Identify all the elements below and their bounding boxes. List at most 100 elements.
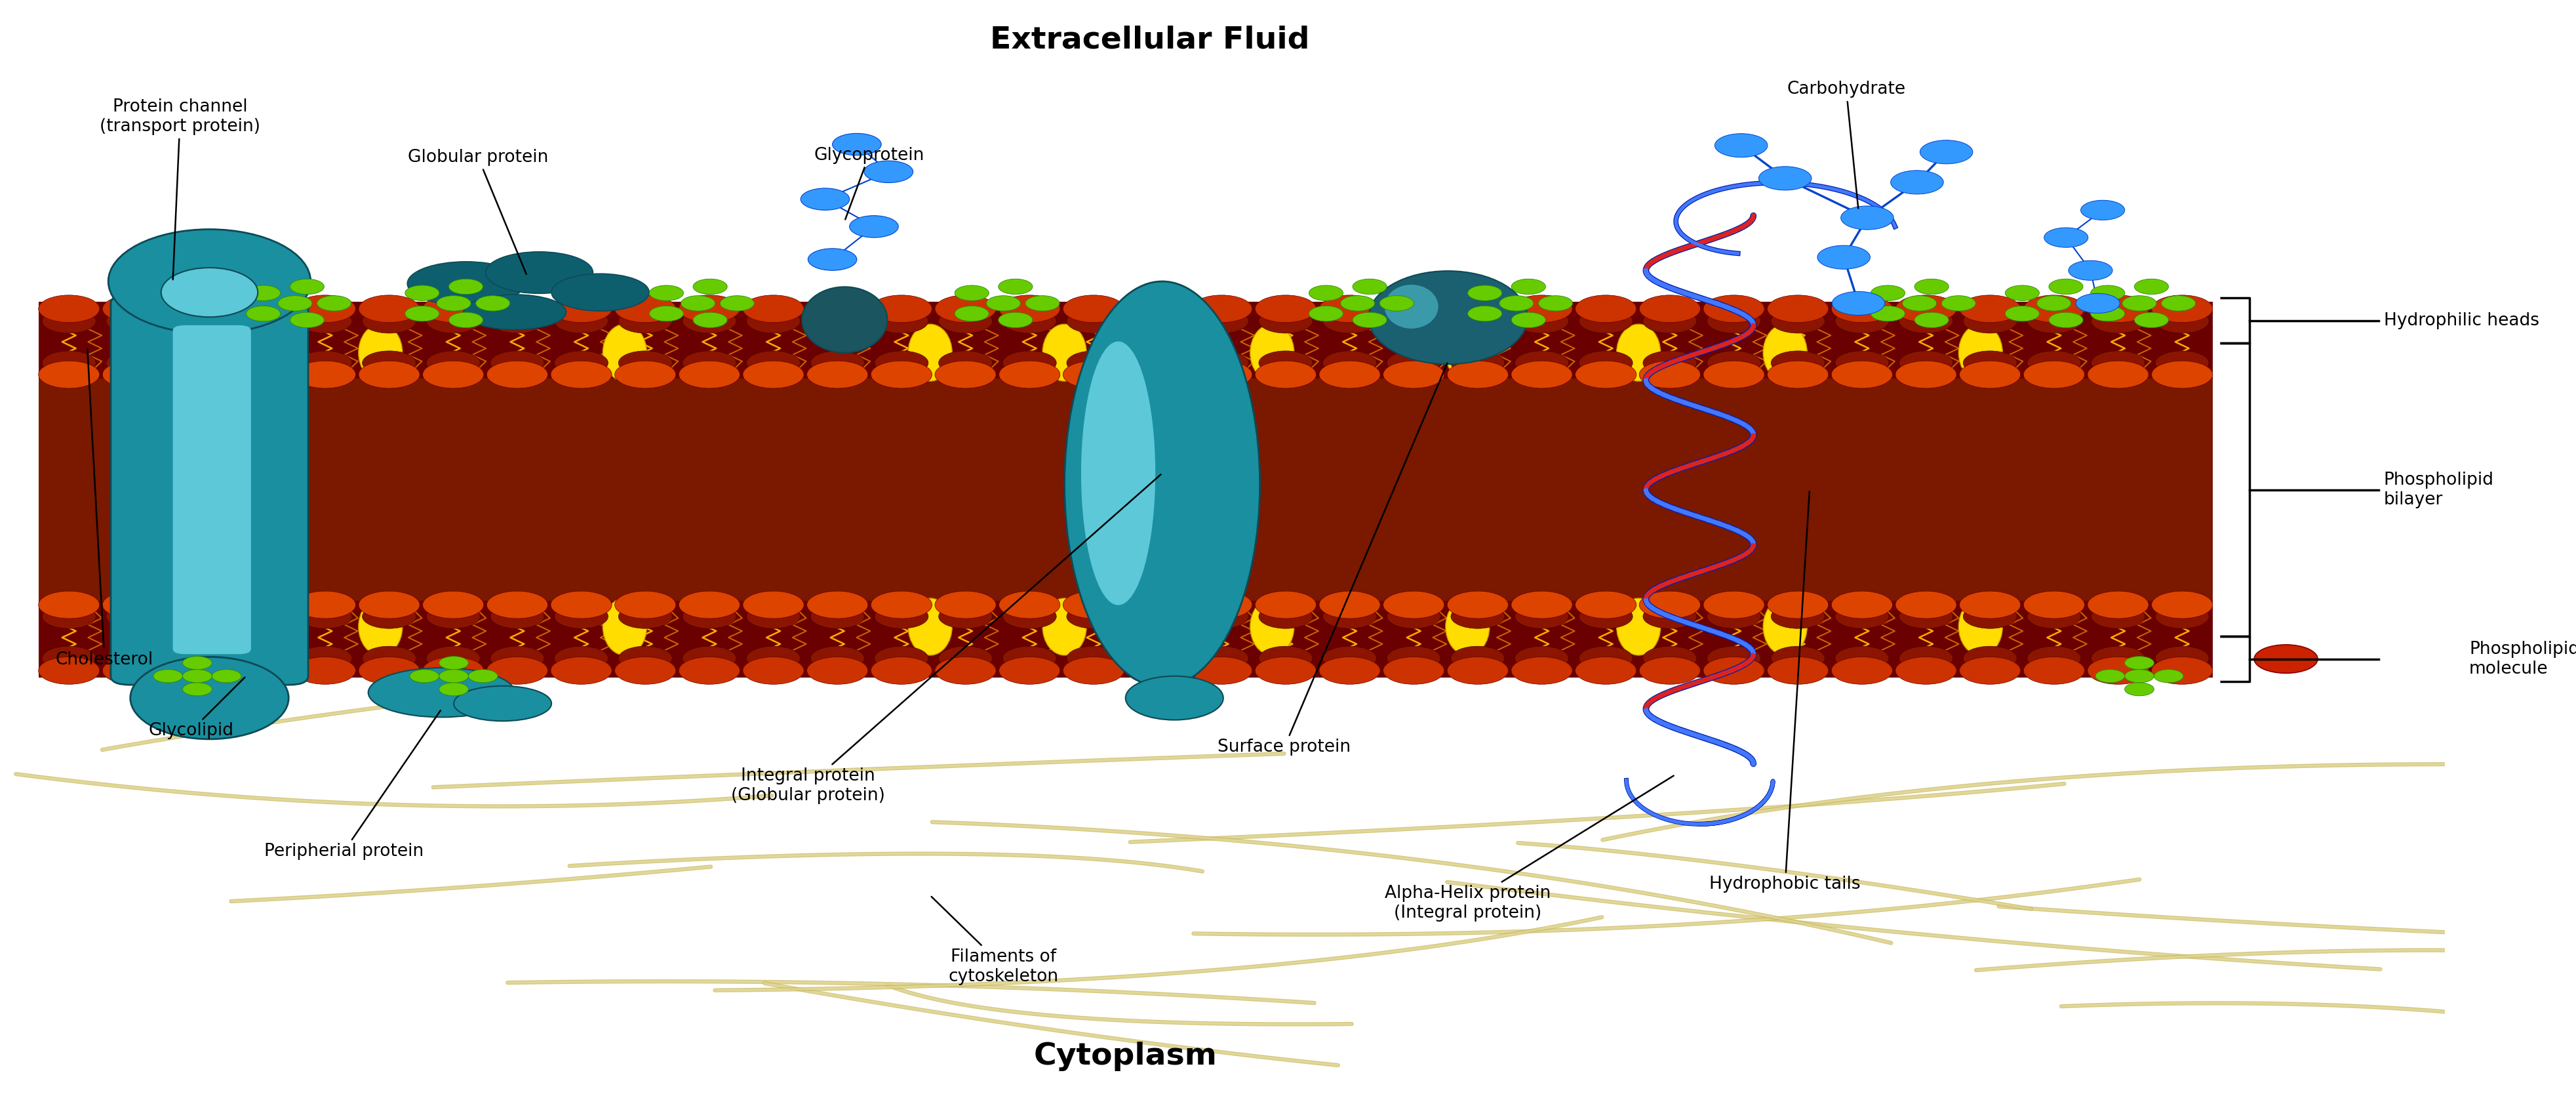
Circle shape [1515,351,1569,375]
Circle shape [1190,591,1252,618]
Circle shape [41,309,95,333]
Text: Glycoprotein: Glycoprotein [814,146,925,219]
Circle shape [2048,279,2081,295]
Circle shape [2123,296,2156,311]
Circle shape [1309,306,1342,321]
Circle shape [1767,591,1829,618]
Circle shape [294,657,355,684]
Ellipse shape [1249,598,1293,656]
Circle shape [1832,657,1891,684]
Circle shape [234,309,289,333]
Circle shape [291,279,325,295]
Circle shape [1914,279,1947,295]
Circle shape [2151,657,2213,684]
Circle shape [299,604,353,628]
Circle shape [2043,228,2087,248]
Circle shape [938,646,992,670]
Text: Surface protein: Surface protein [1218,363,1448,756]
Circle shape [358,361,420,388]
Circle shape [1832,292,1883,316]
Circle shape [1816,245,1870,270]
Circle shape [809,249,858,271]
Circle shape [1574,295,1636,322]
Circle shape [1025,296,1059,311]
Circle shape [1579,646,1633,670]
Circle shape [1638,591,1700,618]
Circle shape [234,604,289,628]
Circle shape [1770,604,1824,628]
Circle shape [1834,351,1888,375]
Circle shape [873,351,927,375]
Circle shape [103,657,162,684]
Circle shape [1383,295,1445,322]
Ellipse shape [1043,598,1087,656]
Circle shape [2087,657,2148,684]
Circle shape [1383,591,1445,618]
Circle shape [1002,309,1056,333]
Text: Protein channel
(transport protein): Protein channel (transport protein) [100,99,260,279]
Circle shape [1386,604,1440,628]
Circle shape [425,351,479,375]
Circle shape [1834,604,1888,628]
Ellipse shape [1445,324,1489,382]
Circle shape [1255,295,1316,322]
Circle shape [1321,604,1376,628]
Circle shape [317,296,350,311]
Circle shape [2125,683,2154,696]
Circle shape [1512,312,1546,328]
Circle shape [1002,646,1056,670]
Circle shape [935,657,997,684]
Circle shape [742,361,804,388]
Circle shape [616,591,675,618]
Circle shape [2027,646,2081,670]
Circle shape [438,657,469,670]
Circle shape [438,670,469,683]
Circle shape [1126,361,1188,388]
Circle shape [1064,361,1123,388]
Circle shape [487,657,549,684]
Circle shape [1891,170,1942,194]
Circle shape [2027,351,2081,375]
Circle shape [234,351,289,375]
Circle shape [170,351,224,375]
Circle shape [299,646,353,670]
Circle shape [1770,646,1824,670]
Circle shape [677,657,739,684]
Circle shape [299,309,353,333]
Circle shape [170,604,224,628]
Circle shape [1066,604,1121,628]
Circle shape [294,591,355,618]
Circle shape [2092,309,2143,333]
Circle shape [1901,296,1937,311]
Circle shape [801,188,850,210]
Circle shape [229,657,291,684]
Circle shape [435,296,471,311]
Ellipse shape [603,324,647,382]
Circle shape [873,604,927,628]
Circle shape [1450,604,1504,628]
Circle shape [2081,200,2125,220]
Ellipse shape [1082,341,1154,605]
Circle shape [1638,657,1700,684]
Circle shape [551,591,611,618]
Circle shape [1319,361,1381,388]
Circle shape [410,670,438,683]
Ellipse shape [1762,324,1806,382]
Circle shape [103,295,162,322]
Circle shape [2089,306,2125,321]
Circle shape [747,309,801,333]
Circle shape [2151,361,2213,388]
Circle shape [363,309,415,333]
Circle shape [1896,361,1955,388]
Circle shape [1190,361,1252,388]
Circle shape [170,309,224,333]
Text: Filaments of
cytoskeleton: Filaments of cytoskeleton [930,896,1059,984]
Ellipse shape [368,668,515,717]
Text: Alpha-Helix protein
(Integral protein): Alpha-Helix protein (Integral protein) [1383,775,1674,922]
Circle shape [170,646,224,670]
Circle shape [938,351,992,375]
Circle shape [1131,604,1185,628]
Circle shape [167,591,227,618]
Circle shape [832,133,881,155]
Circle shape [448,312,482,328]
